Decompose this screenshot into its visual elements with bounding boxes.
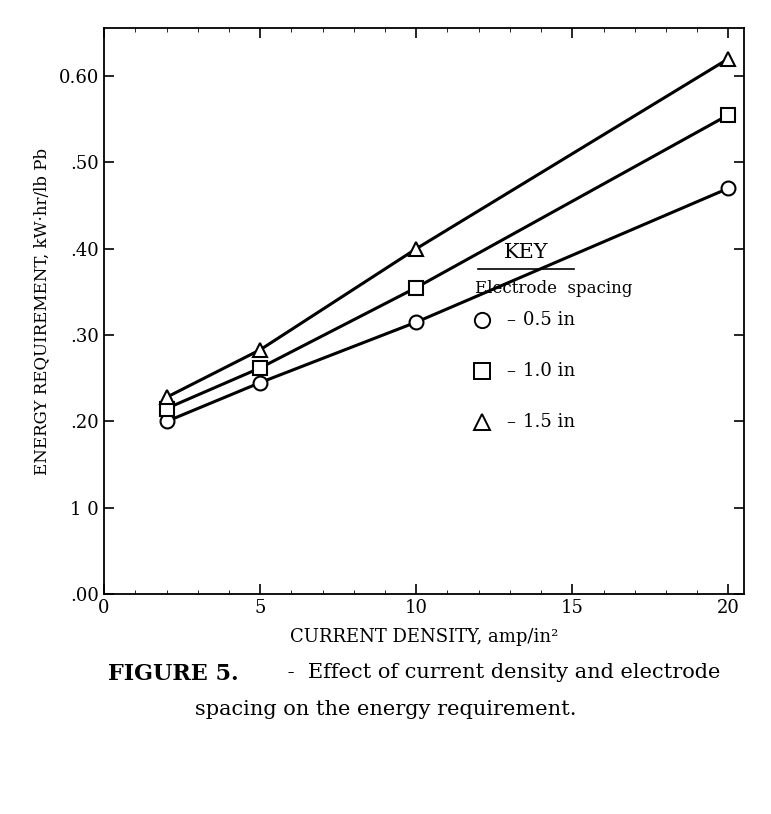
Y-axis label: ENERGY REQUIREMENT, kW·hr/lb Pb: ENERGY REQUIREMENT, kW·hr/lb Pb [33,148,51,475]
Text: 0.5 in: 0.5 in [524,311,575,329]
X-axis label: CURRENT DENSITY, amp/in²: CURRENT DENSITY, amp/in² [290,628,558,646]
Text: –: – [506,361,515,380]
Text: Electrode  spacing: Electrode spacing [475,280,633,297]
Text: -  Effect of current density and electrode: - Effect of current density and electrod… [281,663,721,682]
Text: FIGURE 5.: FIGURE 5. [108,663,238,685]
Text: –: – [506,311,515,329]
Text: –: – [506,413,515,431]
Text: 1.0 in: 1.0 in [524,361,575,380]
Text: 1.5 in: 1.5 in [524,413,575,431]
Text: spacing on the energy requirement.: spacing on the energy requirement. [195,700,576,719]
Text: KEY: KEY [504,243,549,262]
